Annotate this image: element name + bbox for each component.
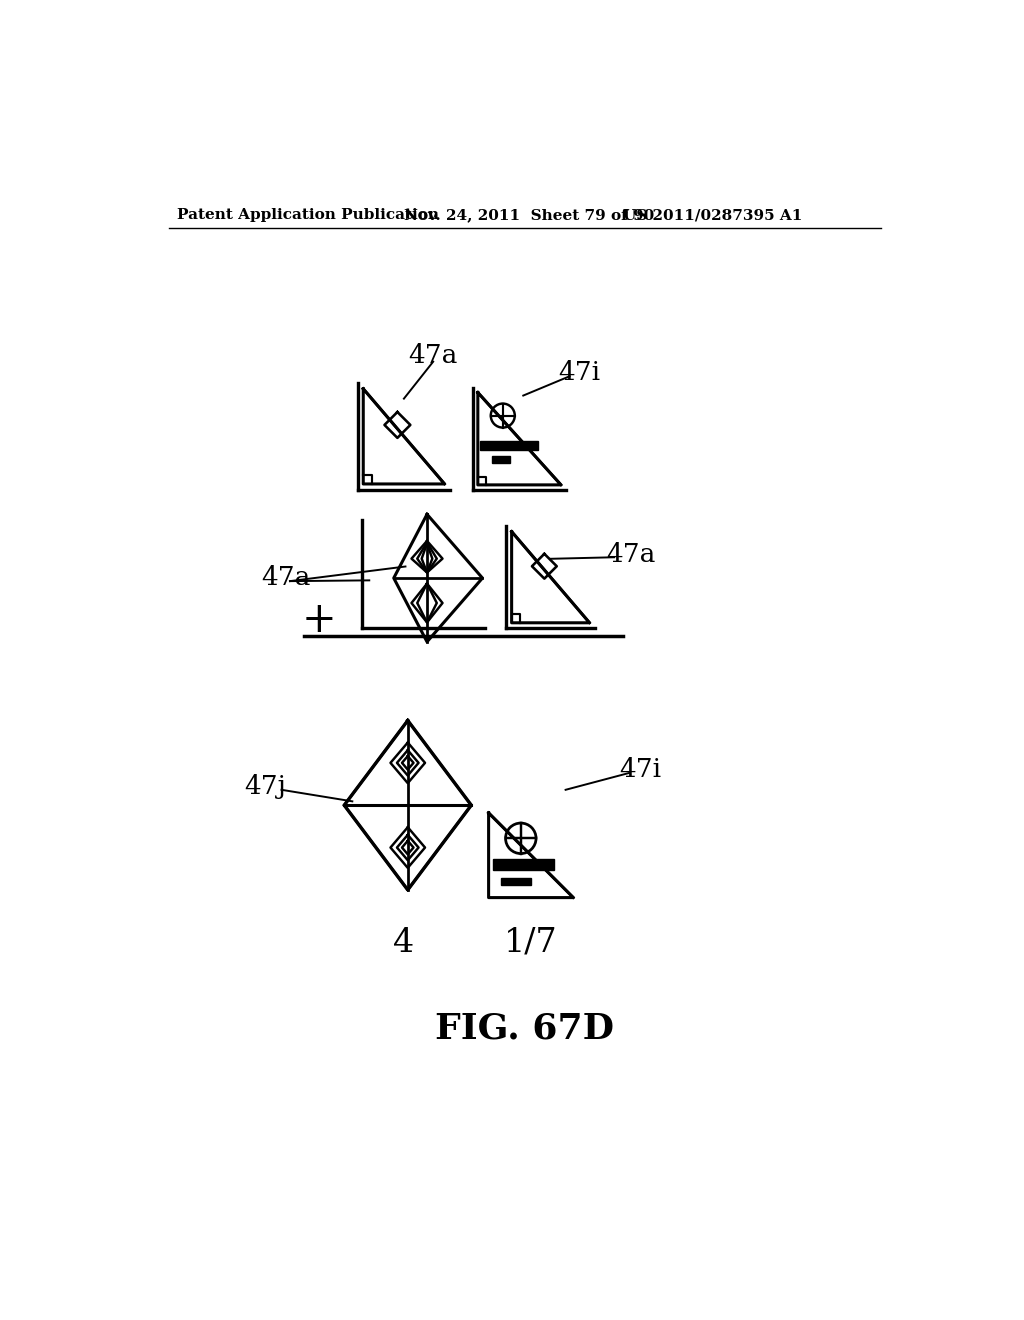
Text: +: + [301, 599, 336, 640]
Text: Patent Application Publication: Patent Application Publication [177, 209, 438, 223]
Text: 47i: 47i [620, 758, 662, 783]
Text: Nov. 24, 2011  Sheet 79 of 90: Nov. 24, 2011 Sheet 79 of 90 [403, 209, 654, 223]
Bar [493, 859, 554, 870]
Text: US 2011/0287395 A1: US 2011/0287395 A1 [624, 209, 803, 223]
Text: 47a: 47a [261, 565, 311, 590]
Text: 47a: 47a [606, 543, 655, 566]
Text: 47a: 47a [408, 343, 457, 368]
Text: 47i: 47i [558, 360, 600, 385]
Text: FIG. 67D: FIG. 67D [435, 1011, 614, 1045]
Text: 4: 4 [393, 927, 415, 958]
Bar [479, 441, 538, 450]
Bar [492, 457, 510, 463]
Text: 47j: 47j [245, 775, 287, 800]
Bar [502, 878, 531, 884]
Text: 1/7: 1/7 [504, 927, 558, 958]
